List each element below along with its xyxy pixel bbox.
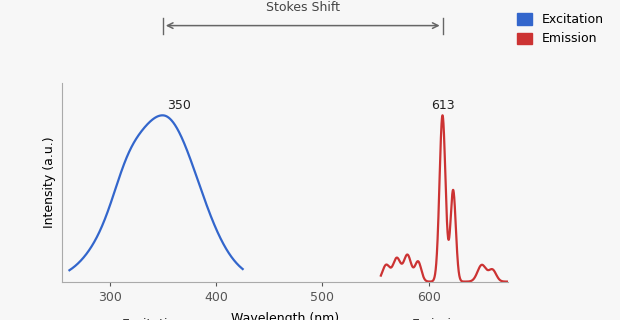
Text: Excitation: Excitation: [122, 317, 184, 320]
Text: Stokes Shift: Stokes Shift: [266, 1, 340, 14]
Y-axis label: Intensity (a.u.): Intensity (a.u.): [43, 137, 56, 228]
X-axis label: Wavelength (nm): Wavelength (nm): [231, 312, 339, 320]
Text: 613: 613: [431, 99, 454, 112]
Text: Emission: Emission: [412, 317, 467, 320]
Legend: Excitation, Emission: Excitation, Emission: [513, 10, 608, 49]
Text: 350: 350: [167, 99, 191, 112]
